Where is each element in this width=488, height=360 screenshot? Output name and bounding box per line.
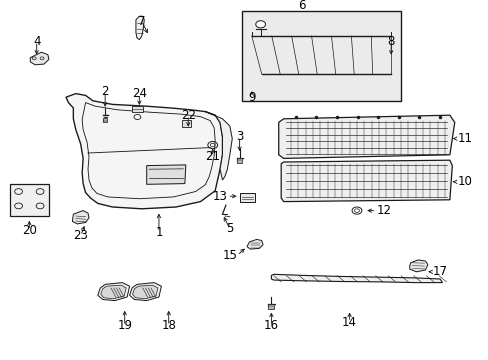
Bar — [103, 118, 107, 122]
Polygon shape — [72, 211, 89, 224]
Text: 14: 14 — [342, 316, 356, 329]
Polygon shape — [101, 285, 126, 299]
Polygon shape — [66, 94, 222, 209]
Text: 5: 5 — [225, 222, 233, 235]
Text: 20: 20 — [22, 224, 37, 237]
Polygon shape — [271, 274, 442, 283]
Bar — [268, 304, 274, 309]
Polygon shape — [136, 16, 144, 40]
Text: 9: 9 — [247, 91, 255, 104]
Text: 2: 2 — [101, 85, 109, 98]
Text: 6: 6 — [297, 0, 305, 12]
Polygon shape — [98, 283, 129, 301]
Text: 16: 16 — [264, 319, 278, 332]
Text: 4: 4 — [33, 35, 41, 48]
Polygon shape — [246, 239, 263, 249]
Text: 3: 3 — [235, 130, 243, 143]
Text: 1: 1 — [155, 226, 163, 239]
Polygon shape — [350, 58, 396, 69]
Text: 12: 12 — [376, 204, 391, 217]
Polygon shape — [10, 184, 49, 216]
Polygon shape — [409, 260, 427, 272]
Text: 18: 18 — [161, 319, 176, 332]
Text: 8: 8 — [386, 35, 394, 48]
Text: 7: 7 — [138, 15, 145, 28]
Polygon shape — [205, 112, 232, 180]
Polygon shape — [129, 283, 161, 301]
Circle shape — [255, 21, 265, 28]
Text: 21: 21 — [205, 150, 220, 163]
Text: 11: 11 — [456, 132, 471, 145]
Text: 22: 22 — [181, 109, 195, 122]
Text: 15: 15 — [222, 249, 237, 262]
Polygon shape — [281, 160, 451, 202]
Polygon shape — [132, 285, 158, 299]
Polygon shape — [146, 165, 185, 184]
Text: 13: 13 — [212, 190, 227, 203]
Bar — [132, 106, 142, 112]
Text: 10: 10 — [456, 175, 471, 188]
Polygon shape — [30, 52, 49, 65]
Text: 24: 24 — [132, 87, 146, 100]
Bar — [239, 193, 255, 202]
Text: 19: 19 — [117, 319, 132, 332]
Bar — [182, 120, 191, 127]
Bar — [242, 11, 400, 101]
Text: 23: 23 — [73, 229, 88, 242]
Polygon shape — [278, 115, 454, 158]
Text: 17: 17 — [432, 265, 447, 278]
Bar — [237, 158, 242, 163]
